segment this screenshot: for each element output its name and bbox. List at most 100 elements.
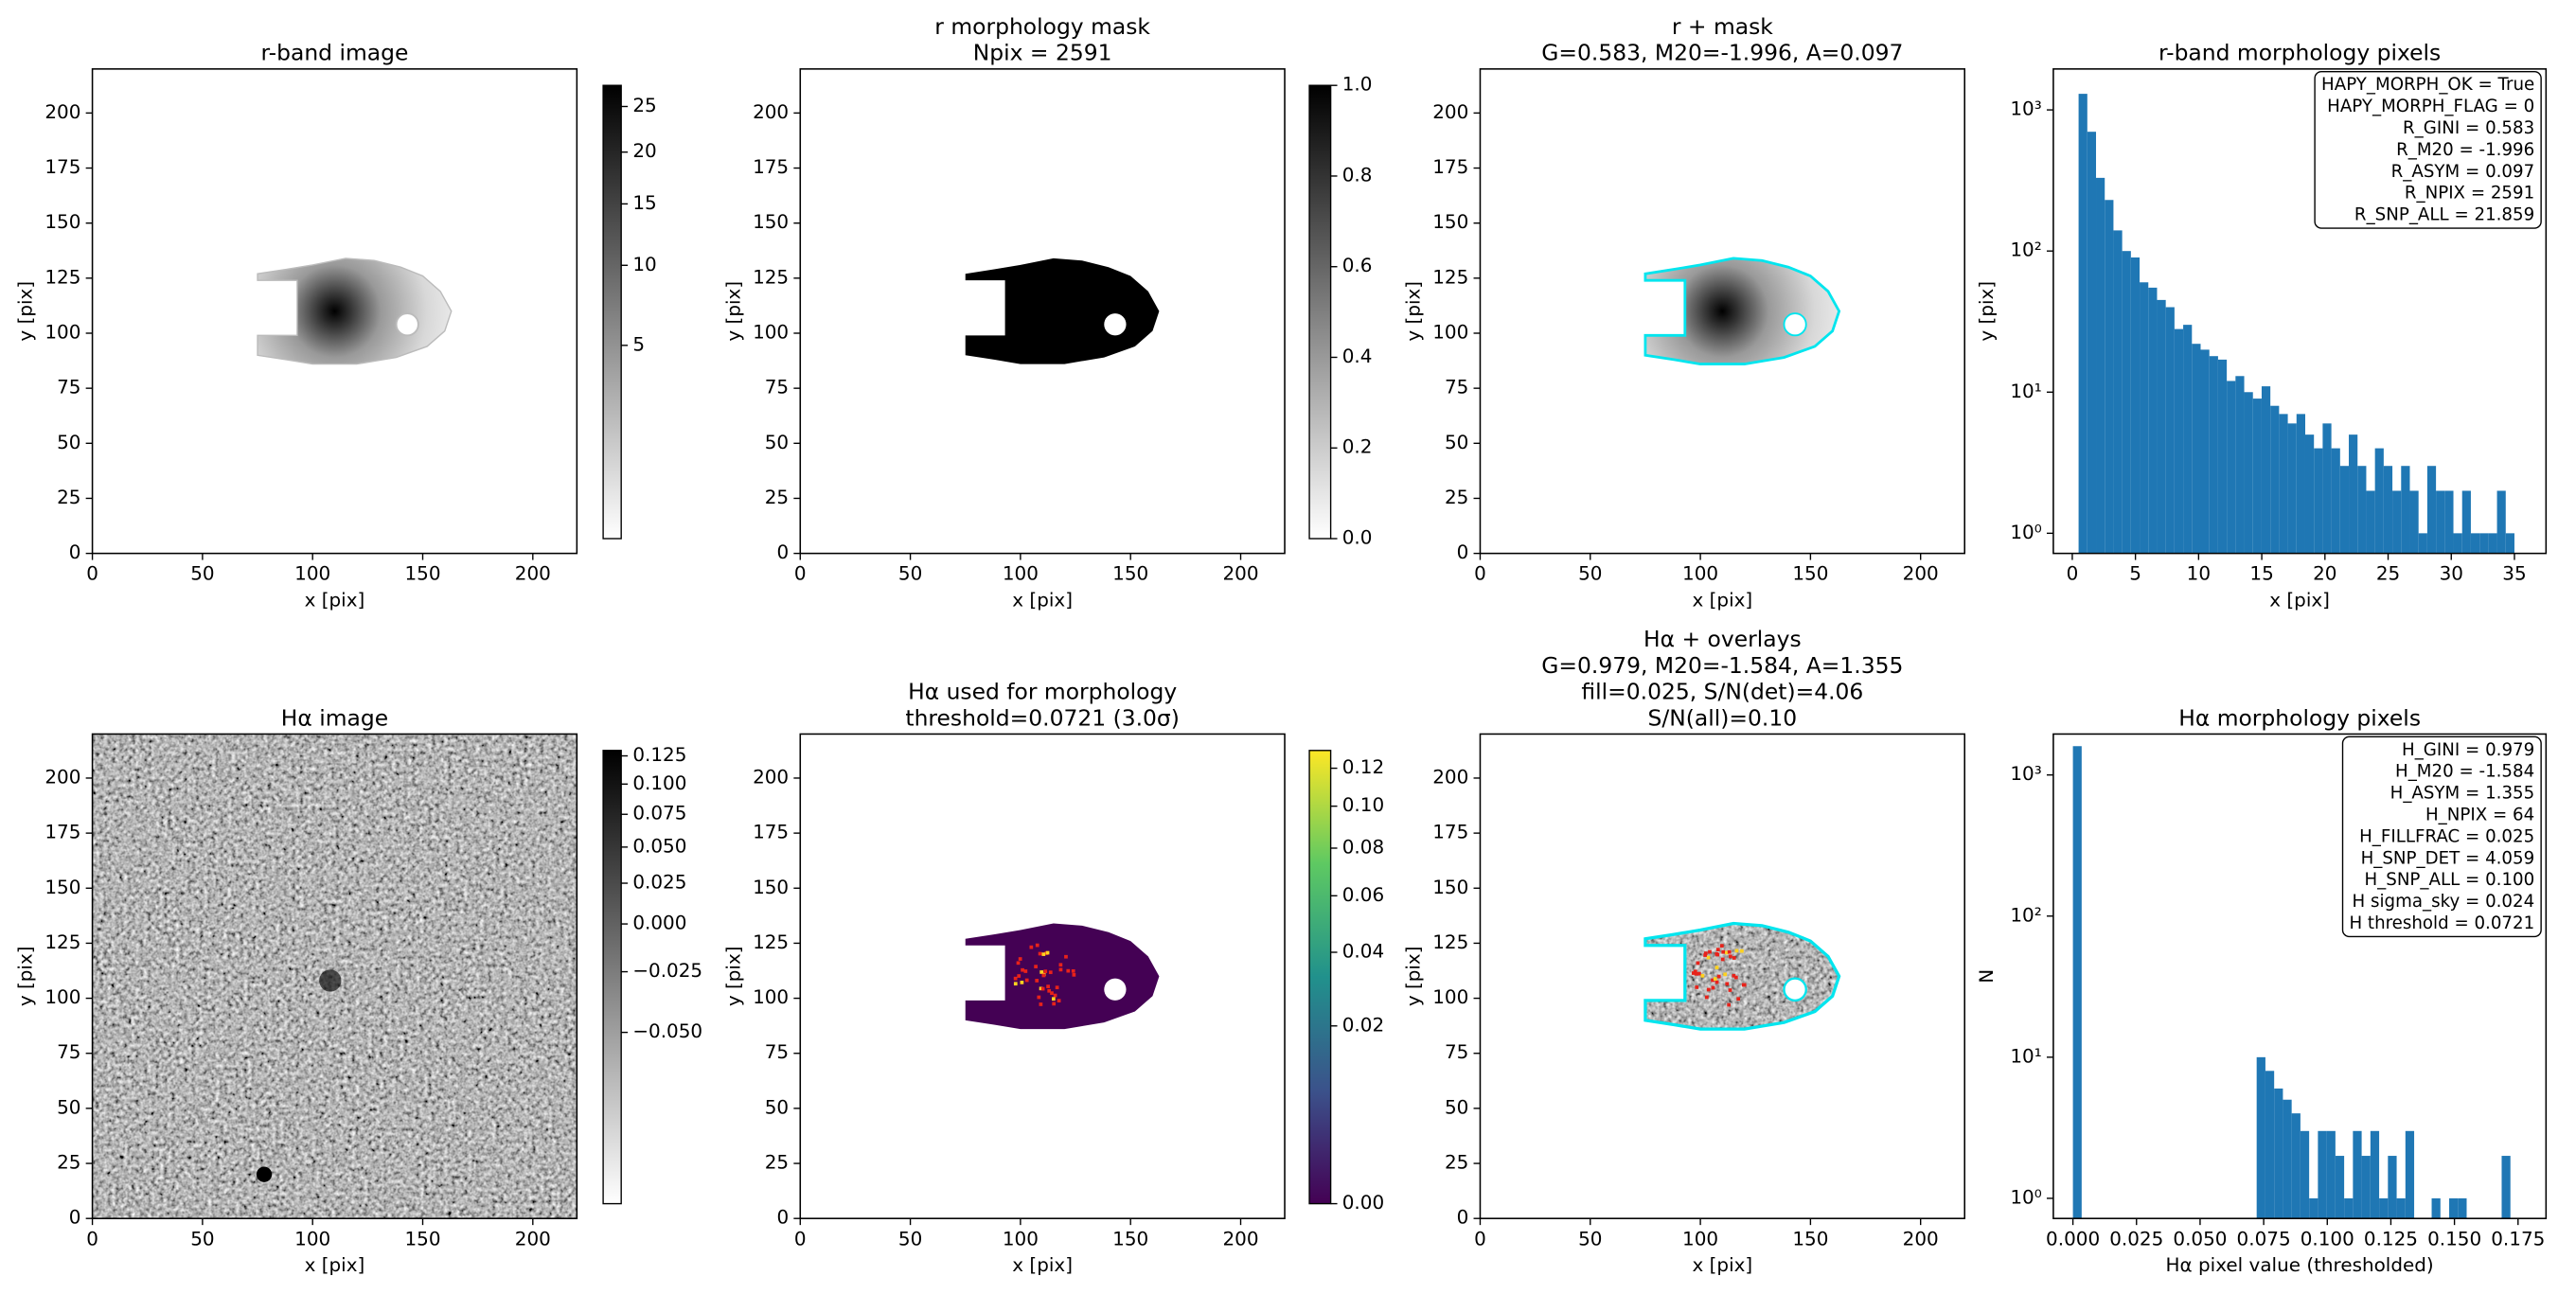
mask-outline: [1643, 921, 1841, 1031]
y-axis-label: y [pix]: [721, 281, 744, 342]
hot-pixel: [1046, 984, 1050, 988]
bar: [2366, 490, 2375, 554]
y-tick-label: 50: [1445, 431, 1468, 453]
bar: [2370, 1130, 2380, 1219]
stats-line: H_NPIX = 64: [2425, 805, 2534, 824]
hot-pixel: [1038, 951, 1042, 956]
y-tick-label: 125: [753, 265, 789, 288]
hot-pixel: [1041, 952, 1046, 956]
colorbar-tick-label: 0.04: [1342, 939, 1384, 962]
colorbar: [602, 84, 622, 540]
hot-pixel: [1047, 988, 1052, 993]
x-tick-label: 5: [2129, 562, 2141, 585]
y-tick-label: 150: [44, 876, 80, 898]
hot-pixel: [1741, 983, 1746, 987]
y-tick-label: 100: [1432, 985, 1468, 1008]
x-tick-label: 200: [515, 1227, 551, 1250]
mask-hole: [395, 312, 419, 337]
x-tick-label: 200: [1222, 562, 1258, 585]
stats-line: H_FILLFRAC = 0.025: [2359, 826, 2534, 846]
hot-pixel: [1057, 999, 1061, 1003]
x-tick-label: 0: [1474, 1227, 1486, 1250]
y-tick-label: 125: [44, 931, 80, 953]
x-tick-label: 50: [190, 562, 214, 585]
hot-pixel: [1695, 985, 1699, 989]
colorbar-tick-label: 0.050: [632, 834, 686, 857]
stats-line: R_ASYM = 0.097: [2391, 162, 2535, 182]
colorbar-tick-label: 15: [632, 191, 656, 214]
hot-pixel: [1693, 969, 1697, 974]
x-axis-label: x [pix]: [1693, 1253, 1753, 1276]
bar: [2322, 423, 2332, 554]
y-tick-label: 25: [765, 486, 789, 508]
bar: [2279, 414, 2288, 554]
hot-pixel: [1048, 970, 1053, 975]
hot-pixel: [1029, 945, 1034, 949]
hot-pixel: [1020, 981, 1024, 984]
image: [92, 734, 577, 1219]
x-tick-label: 50: [898, 562, 922, 585]
hot-pixel: [1691, 971, 1696, 975]
bar: [2265, 1071, 2275, 1219]
y-tick-label: 175: [1432, 155, 1468, 178]
hot-pixel: [1733, 975, 1738, 980]
stats-line: H_SNP_ALL = 0.100: [2364, 870, 2534, 890]
hot-pixel: [1053, 993, 1057, 998]
y-tick-label: 25: [57, 1151, 80, 1174]
colorbar-tick-label: 25: [632, 94, 656, 116]
hot-pixel: [1703, 951, 1708, 955]
x-tick-label: 0.150: [2427, 1227, 2481, 1250]
x-tick-label: 0.025: [2109, 1227, 2163, 1250]
x-tick-label: 100: [1003, 1227, 1039, 1250]
y-tick-label: 0: [1457, 541, 1469, 563]
hot-pixel: [1016, 961, 1021, 966]
colorbar-tick-label: 0.08: [1342, 835, 1384, 858]
bar: [2244, 392, 2253, 554]
panel-title: S/N(all)=0.10: [1648, 704, 1798, 731]
mask-hole: [1104, 978, 1127, 1001]
x-tick-label: 200: [1903, 562, 1939, 585]
bar: [2436, 490, 2445, 554]
bar: [2309, 1197, 2318, 1219]
panel: Hα image 0 50 100 150 200 0 25 50 75 100 125 150 175 2…: [14, 704, 702, 1276]
hot-pixel: [1723, 972, 1728, 977]
axes-frame: [799, 733, 1286, 1219]
x-tick-label: 50: [190, 1227, 214, 1250]
image: [965, 257, 1160, 364]
image: [1643, 921, 1841, 1031]
stats-line: H_SNP_DET = 4.059: [2361, 848, 2535, 868]
y-tick-label: 175: [753, 821, 789, 843]
bar: [2192, 344, 2201, 554]
x-axis-label: x [pix]: [1012, 588, 1073, 611]
bar: [2383, 466, 2393, 554]
y-tick-label: 175: [44, 821, 80, 843]
y-tick-label: 75: [57, 1040, 80, 1063]
colorbar-tick-label: 0.02: [1342, 1013, 1384, 1036]
stats-line: H_GINI = 0.979: [2402, 740, 2534, 760]
y-tick-label: 150: [753, 876, 789, 898]
x-tick-label: 100: [1003, 562, 1039, 585]
x-tick-label: 100: [294, 1227, 330, 1250]
hot-pixel: [1706, 955, 1711, 960]
y-tick-label: 25: [57, 486, 80, 508]
y-tick-label: 100: [1432, 321, 1468, 344]
bar: [2501, 1156, 2511, 1219]
bar: [2209, 356, 2218, 554]
hot-pixel: [1727, 949, 1732, 954]
hot-pixel: [1713, 977, 1717, 981]
bar: [2409, 490, 2419, 554]
y-tick-label: 10⁰: [2010, 521, 2041, 543]
stats-line: R_NPIX = 2591: [2405, 184, 2534, 204]
panel-title: Hα + overlays: [1643, 626, 1802, 652]
hot-pixel: [1035, 979, 1039, 983]
panel-title: r + mask: [1672, 13, 1773, 40]
x-tick-label: 0.125: [2364, 1227, 2418, 1250]
bar: [2318, 1130, 2327, 1219]
x-tick-label: 0: [86, 562, 98, 585]
bar: [2401, 466, 2410, 554]
y-tick-label: 50: [57, 1095, 80, 1118]
x-tick-label: 50: [898, 1227, 922, 1250]
